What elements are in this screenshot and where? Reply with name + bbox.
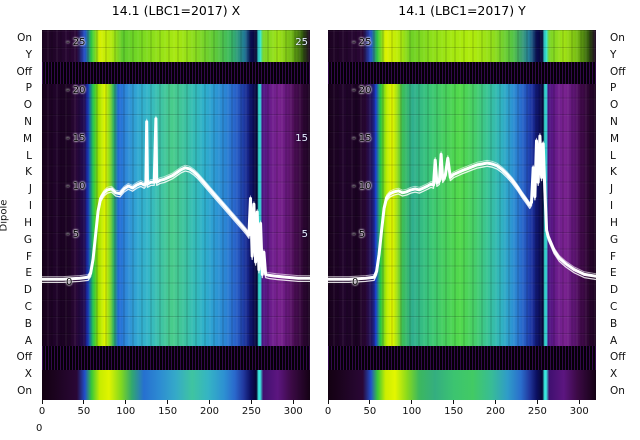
x-tick-mark [411,400,412,404]
overlay-line-path [42,116,310,276]
x-tick-label: 50 [355,406,385,417]
row-label-l-7: L [26,150,32,163]
row-label-o-4: O [610,99,618,112]
x-tick-mark [209,400,210,404]
overlay-line-path [328,139,596,282]
heatmap-panel-x: - 25- 20- 15- 10- 50 25155 [42,30,310,400]
row-label-x-20: X [25,368,32,381]
row-label-on-21: On [17,385,32,398]
x-tick-label: 150 [439,406,469,417]
row-labels-right: On Y Off PONMLKJIHGFEDCBA Off X On [608,30,640,400]
row-label-g-12: G [610,234,618,247]
x-tick-label: 50 [69,406,99,417]
row-label-i-10: I [610,200,613,213]
x-tick-mark [495,400,496,404]
x-tick-label: 150 [153,406,183,417]
figure: Dipole 14.1 (LBC1=2017) X 14.1 (LBC1=201… [0,0,640,440]
row-label-off-19: Off [610,351,626,364]
x-tick-mark [328,400,329,404]
row-label-y-1: Y [610,49,616,62]
row-label-n-5: N [610,116,618,129]
overlay-line-x [42,30,310,400]
row-label-m-6: M [23,133,32,146]
row-label-on-0: On [17,32,32,45]
row-label-k-8: K [610,166,617,179]
row-label-f-13: F [26,251,32,264]
x-tick-mark [369,400,370,404]
row-label-c-16: C [610,301,617,314]
row-label-i-10: I [29,200,32,213]
x-tick-mark [293,400,294,404]
x-tick-label: 300 [278,406,308,417]
row-label-o-4: O [24,99,32,112]
row-label-n-5: N [24,116,32,129]
row-label-a-18: A [25,335,32,348]
row-label-j-9: J [29,183,32,196]
x-tick-label: 200 [481,406,511,417]
row-label-j-9: J [610,183,613,196]
row-label-p-3: P [26,82,32,95]
x-tick-mark [125,400,126,404]
row-label-y-1: Y [26,49,32,62]
row-label-off-2: Off [17,66,33,79]
heatmap-panel-y: - 25- 20- 15- 10- 50 [328,30,596,400]
x-tick-label: 250 [236,406,266,417]
row-label-d-15: D [24,284,32,297]
x-tick-label: 100 [397,406,427,417]
row-label-k-8: K [25,166,32,179]
row-label-h-11: H [610,217,618,230]
x-tick-label: 200 [195,406,225,417]
row-label-f-13: F [610,251,616,264]
x-tick-mark [167,400,168,404]
row-label-d-15: D [610,284,618,297]
x-axis-right-panel: 050100150200250300 [328,400,596,424]
x-tick-label: 0 [27,406,57,417]
row-label-g-12: G [24,234,32,247]
x-tick-label: 100 [111,406,141,417]
x-tick-mark [83,400,84,404]
row-labels-left: On Y Off PONMLKJIHGFEDCBA Off X On [0,30,36,400]
panel-title-y: 14.1 (LBC1=2017) Y [328,3,596,18]
row-label-off-2: Off [610,66,626,79]
x-tick-label: 300 [564,406,594,417]
panel-title-x: 14.1 (LBC1=2017) X [42,3,310,18]
row-label-a-18: A [610,335,617,348]
row-label-e-14: E [610,267,617,280]
row-label-h-11: H [24,217,32,230]
x-axis-left-panel: 050100150200250300 [42,400,310,424]
row-label-on-21: On [610,385,625,398]
row-label-b-17: B [25,318,32,331]
row-label-m-6: M [610,133,619,146]
x-tick-mark [453,400,454,404]
row-label-off-19: Off [17,351,33,364]
x-tick-mark [579,400,580,404]
row-label-b-17: B [610,318,617,331]
row-label-c-16: C [25,301,32,314]
row-label-p-3: P [610,82,616,95]
overlay-line-y [328,30,596,400]
row-label-l-7: L [610,150,616,163]
x-tick-mark [537,400,538,404]
overlay-line-path [42,119,310,279]
row-label-x-20: X [610,368,617,381]
row-label-e-14: E [25,267,32,280]
overlay-line-path [42,122,310,282]
stray-zero-label: 0 [36,423,42,434]
x-tick-label: 0 [313,406,343,417]
x-tick-mark [42,400,43,404]
overlay-line-path [328,136,596,279]
x-tick-label: 250 [522,406,552,417]
row-label-on-0: On [610,32,625,45]
x-tick-mark [251,400,252,404]
